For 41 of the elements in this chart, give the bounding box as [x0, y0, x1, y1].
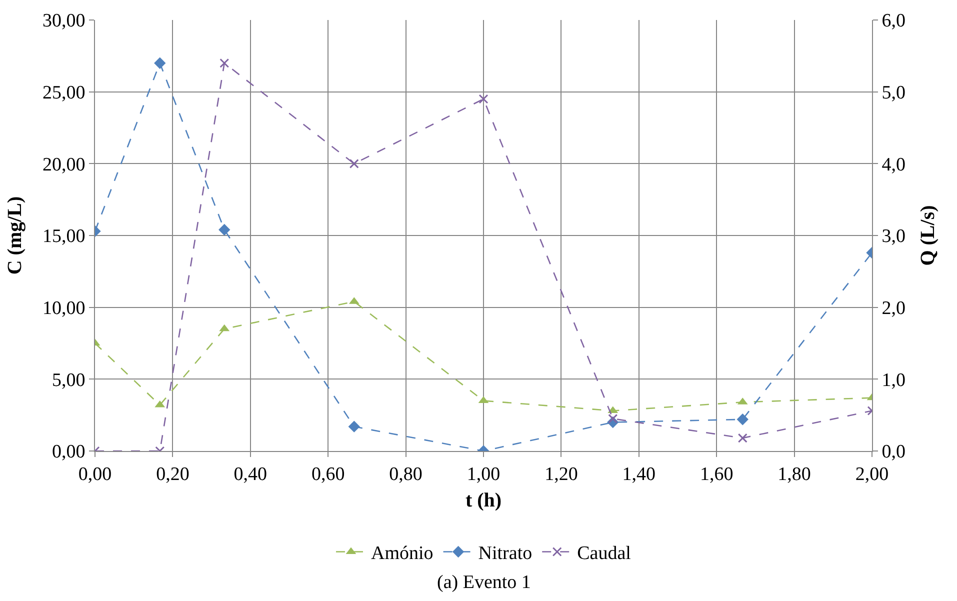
- point: [348, 420, 360, 432]
- y2-tick-label: 2,0: [882, 298, 906, 319]
- x-axis-title: t (h): [465, 489, 502, 512]
- y2-tick-label: 5,0: [882, 82, 906, 104]
- legend-label: Caudal: [577, 543, 631, 564]
- text: (a) Evento 1: [437, 572, 531, 593]
- x-tick-label: 0,00: [78, 464, 112, 485]
- x-tick-label: 1,00: [466, 464, 500, 485]
- point: [736, 414, 748, 426]
- point: [738, 433, 748, 443]
- x-tick-label: 0,40: [234, 464, 268, 485]
- y-axis-title: C (mg/L): [4, 196, 26, 275]
- y2-tick-label: 0,0: [882, 442, 906, 463]
- y-tick-label: 15,00: [42, 226, 86, 248]
- y2-tick-label: 4,0: [882, 154, 906, 176]
- y-tick-label: 0,00: [52, 442, 86, 463]
- y-tick-label: 5,00: [52, 370, 86, 391]
- point: [218, 224, 230, 236]
- point: [220, 58, 230, 68]
- point: [478, 94, 488, 104]
- y-tick-label: 25,00: [42, 82, 86, 104]
- x-tick-label: 0,60: [311, 464, 345, 485]
- x-tick-label: 1,20: [544, 464, 578, 485]
- y2-axis-title: Q (L/s): [917, 205, 940, 266]
- x-tick-label: 2,00: [855, 464, 889, 485]
- y-tick-label: 20,00: [42, 154, 86, 176]
- y2-tick-label: 1,0: [882, 370, 906, 391]
- point: [349, 158, 359, 168]
- legend-label: Nitrato: [478, 543, 532, 564]
- x-tick-label: 0,80: [389, 464, 422, 485]
- y2-tick-label: 3,0: [882, 226, 906, 248]
- x-tick-label: 1,40: [622, 464, 656, 485]
- y2-tick-label: 6,0: [882, 10, 906, 32]
- x-tick-label: 1,60: [700, 464, 734, 485]
- x-tick-label: 0,20: [156, 464, 190, 485]
- x-tick-label: 1,80: [778, 464, 811, 485]
- legend-label: Amónio: [371, 543, 434, 564]
- y-tick-label: 30,00: [42, 10, 86, 32]
- point: [154, 57, 166, 69]
- point: [608, 414, 618, 424]
- y-tick-label: 10,00: [42, 298, 86, 319]
